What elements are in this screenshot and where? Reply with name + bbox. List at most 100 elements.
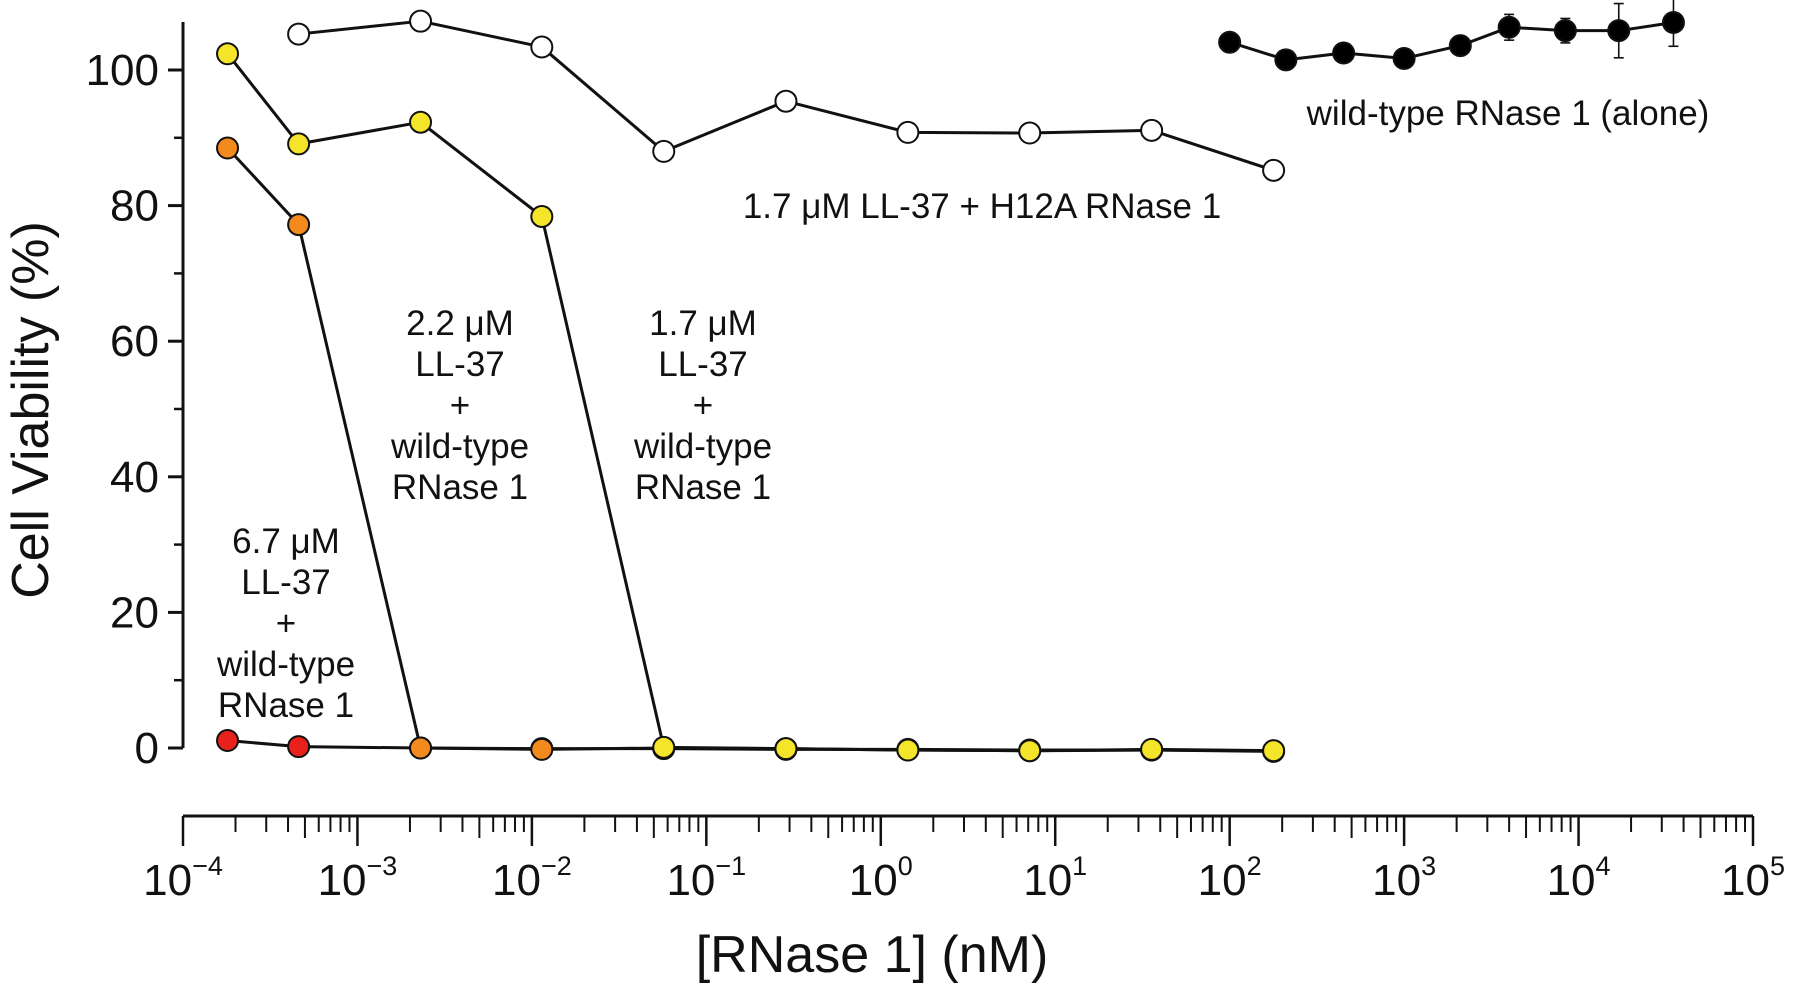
annotation-layer: wild-type RNase 1 (alone) 1.7 μM LL-37 + … [216, 94, 1709, 725]
x-axis-title: [RNase 1] (nM) [696, 926, 1049, 984]
x-tick-base: 10 [492, 856, 541, 905]
series-label-ll37-1.7: 1.7 μM [649, 304, 757, 343]
series-ll37-1.7 [216, 42, 1286, 763]
x-axis: 10−4 10−3 10−2 10−1 100 101 102 103 104 105 [143, 814, 1785, 905]
x-tick-base: 10 [1721, 856, 1770, 905]
data-point [409, 9, 433, 33]
data-point [409, 110, 433, 134]
series-label-ll37-2.2: + [450, 386, 470, 425]
data-point [652, 735, 676, 759]
data-point [1553, 19, 1577, 43]
series-label-ll37-6.7: 6.7 μM [232, 522, 340, 561]
series-label-ll37-2.2: LL-37 [415, 345, 505, 384]
y-axis: 0 20 40 60 80 100 [86, 22, 185, 773]
x-tick-label: 10−2 [492, 851, 572, 905]
x-tick-exponent: 2 [1247, 851, 1262, 881]
series-label-ll37-6.7: LL-37 [241, 563, 331, 602]
data-point [1140, 118, 1164, 142]
series-label-h12a: 1.7 μM LL-37 + H12A RNase 1 [743, 187, 1221, 226]
x-tick-exponent: −4 [192, 851, 223, 881]
data-point [1607, 19, 1631, 43]
x-tick-label: 104 [1547, 851, 1611, 905]
x-tick-base: 10 [849, 856, 898, 905]
data-point [216, 136, 240, 160]
y-axis-title: Cell Viability (%) [2, 221, 60, 599]
x-tick-base: 10 [1198, 856, 1247, 905]
series-label-wt-alone: wild-type RNase 1 (alone) [1306, 94, 1710, 133]
x-tick-base: 10 [143, 856, 192, 905]
x-tick-label: 102 [1198, 851, 1262, 905]
y-tick-label: 0 [135, 724, 159, 773]
data-point [287, 213, 311, 237]
data-point [1140, 737, 1164, 761]
data-point [216, 42, 240, 66]
series-layer [216, 0, 1685, 763]
series-label-ll37-2.2: 2.2 μM [406, 304, 514, 343]
x-tick-base: 10 [1372, 856, 1421, 905]
series-ll37-6.7 [216, 729, 1286, 763]
data-point [1262, 739, 1286, 763]
x-tick-base: 10 [666, 856, 715, 905]
x-tick-exponent: 4 [1596, 851, 1611, 881]
y-tick-label: 100 [86, 46, 159, 95]
data-point [774, 89, 798, 113]
x-tick-label: 10−1 [666, 851, 746, 905]
data-point [1497, 15, 1521, 39]
x-tick-label: 105 [1721, 851, 1785, 905]
data-point [530, 737, 554, 761]
series-label-ll37-1.7: + [693, 386, 713, 425]
series-label-ll37-6.7: RNase 1 [218, 686, 354, 725]
x-tick-exponent: −2 [541, 851, 572, 881]
series-line [226, 52, 1274, 753]
x-tick-exponent: 1 [1072, 851, 1087, 881]
y-tick-label: 80 [110, 182, 159, 231]
y-tick-label: 40 [110, 453, 159, 502]
data-point [409, 736, 433, 760]
series-label-ll37-1.7: wild-type [633, 427, 772, 466]
x-tick-exponent: −3 [367, 851, 398, 881]
data-point [1274, 48, 1298, 72]
series-wt-alone [1218, 0, 1685, 72]
x-tick-base: 10 [318, 856, 367, 905]
data-point [1262, 158, 1286, 182]
data-point [287, 132, 311, 156]
data-point [1218, 30, 1242, 54]
data-point [896, 120, 920, 144]
data-point [774, 737, 798, 761]
x-tick-label: 100 [849, 851, 913, 905]
x-tick-label: 10−4 [143, 851, 223, 905]
data-point [216, 729, 240, 753]
data-point [530, 35, 554, 59]
x-tick-label: 103 [1372, 851, 1436, 905]
y-tick-label: 60 [110, 317, 159, 366]
data-point [652, 139, 676, 163]
data-point [1018, 739, 1042, 763]
x-tick-exponent: 5 [1770, 851, 1785, 881]
x-tick-base: 10 [1023, 856, 1072, 905]
y-tick-label: 20 [110, 588, 159, 637]
series-label-ll37-1.7: LL-37 [658, 345, 748, 384]
data-point [287, 22, 311, 46]
x-tick-exponent: −1 [715, 851, 746, 881]
series-label-ll37-2.2: wild-type [390, 427, 529, 466]
data-point [1448, 34, 1472, 58]
series-label-ll37-6.7: + [276, 604, 296, 643]
x-tick-label: 10−3 [318, 851, 398, 905]
x-tick-label: 101 [1023, 851, 1087, 905]
series-label-ll37-1.7: RNase 1 [635, 468, 771, 507]
data-point [1332, 41, 1356, 65]
x-tick-exponent: 3 [1421, 851, 1436, 881]
series-label-ll37-2.2: RNase 1 [392, 468, 528, 507]
series-label-ll37-6.7: wild-type [216, 645, 355, 684]
data-point [1018, 121, 1042, 145]
data-point [1661, 11, 1685, 35]
series-h12a [287, 9, 1286, 182]
data-point [1392, 46, 1416, 70]
data-point [530, 204, 554, 228]
x-tick-exponent: 0 [898, 851, 913, 881]
data-point [287, 735, 311, 759]
data-point [896, 738, 920, 762]
x-tick-base: 10 [1547, 856, 1596, 905]
